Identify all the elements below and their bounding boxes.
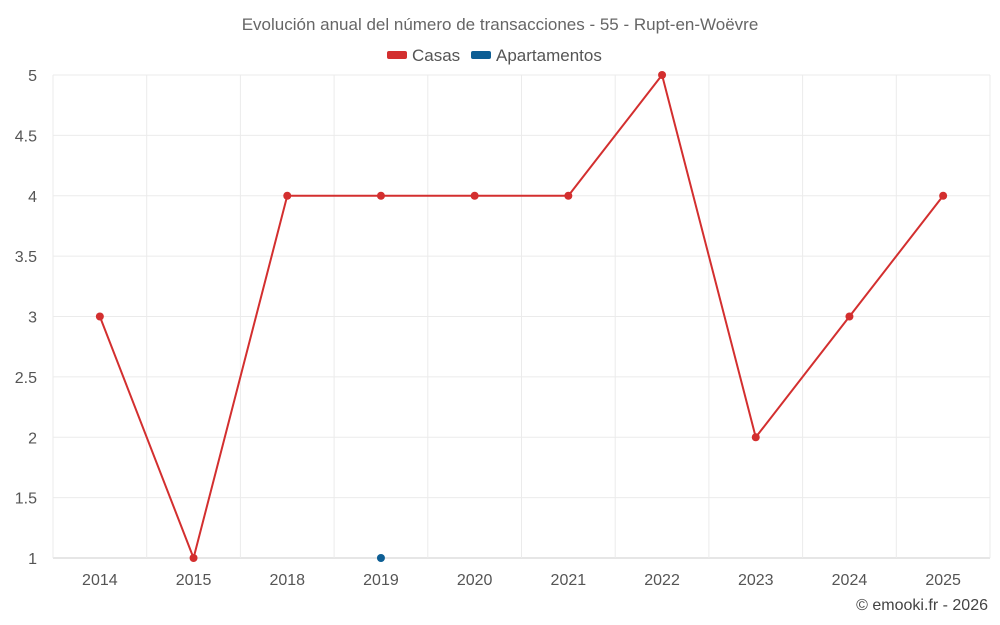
- data-point-casas[interactable]: [283, 191, 292, 200]
- data-point-casas[interactable]: [939, 191, 948, 200]
- x-tick-label: 2025: [925, 572, 961, 589]
- legend-item-casas[interactable]: Casas: [387, 46, 460, 65]
- x-tick-label: 2023: [738, 572, 774, 589]
- y-tick-label: 1.5: [15, 491, 37, 508]
- x-tick-label: 2024: [832, 572, 868, 589]
- y-tick-label: 2: [28, 430, 37, 447]
- data-point-casas[interactable]: [845, 312, 854, 321]
- data-point-casas[interactable]: [376, 191, 385, 200]
- legend-swatch-apartamentos: [471, 51, 491, 59]
- data-point-casas[interactable]: [564, 191, 573, 200]
- credit-text: © emooki.fr - 2026: [856, 597, 988, 614]
- x-tick-label: 2022: [644, 572, 680, 589]
- series-line-casas: [98, 74, 944, 559]
- series-apartamentos: [376, 554, 385, 562]
- legend-label-casas: Casas: [412, 46, 460, 65]
- data-point-casas[interactable]: [751, 433, 760, 442]
- y-tick-label: 4: [28, 189, 37, 206]
- x-tick-label: 2014: [82, 572, 118, 589]
- x-tick-label: 2019: [363, 572, 399, 589]
- data-point-casas[interactable]: [470, 191, 479, 200]
- data-point-apartamentos[interactable]: [376, 554, 385, 562]
- legend-item-apartamentos[interactable]: Apartamentos: [471, 46, 602, 65]
- y-tick-label: 1: [28, 551, 37, 568]
- legend-label-apartamentos: Apartamentos: [496, 46, 602, 65]
- y-tick-label: 2.5: [15, 370, 37, 387]
- x-axis-ticks: 2014 2015 2018 2019 2020 2021 2022 2023 2024 2025: [82, 572, 961, 589]
- data-point-casas[interactable]: [95, 312, 104, 321]
- data-point-casas[interactable]: [189, 554, 198, 562]
- y-tick-label: 3.5: [15, 249, 37, 266]
- legend-swatch-casas: [387, 51, 407, 59]
- y-tick-label: 4.5: [15, 128, 37, 145]
- y-axis-ticks: 1 1.5 2 2.5 3 3.5 4 4.5 5: [15, 68, 37, 568]
- legend: Casas Apartamentos: [387, 46, 602, 65]
- x-tick-label: 2015: [176, 572, 212, 589]
- x-tick-label: 2021: [551, 572, 587, 589]
- series-layer: [95, 71, 948, 562]
- y-tick-label: 5: [28, 68, 37, 85]
- y-tick-label: 3: [28, 310, 37, 327]
- x-tick-label: 2020: [457, 572, 493, 589]
- series-casas: [95, 71, 948, 562]
- data-point-casas[interactable]: [658, 71, 667, 79]
- x-tick-label: 2018: [269, 572, 305, 589]
- grid: [52, 74, 991, 559]
- chart-title: Evolución anual del número de transaccio…: [242, 15, 759, 34]
